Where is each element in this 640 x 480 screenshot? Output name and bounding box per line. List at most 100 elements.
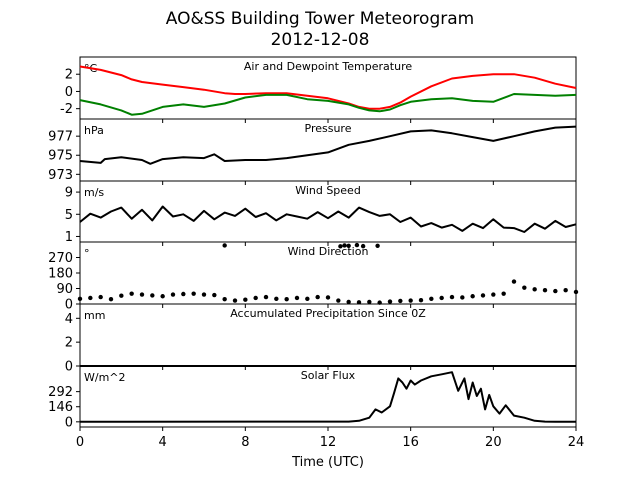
y-tick-label: 4 — [65, 312, 73, 327]
wind_speed-line — [79, 205, 577, 233]
wind-direction-point — [532, 287, 537, 292]
pressure-line — [79, 125, 577, 165]
wind-direction-point — [501, 291, 506, 296]
wind-direction-point — [542, 288, 548, 293]
panel-2: 973 975 977 Pressure hPa — [48, 118, 577, 185]
wind-direction-point — [342, 243, 347, 248]
y-tick-label: 292 — [48, 385, 73, 400]
wind-direction-point — [201, 292, 207, 297]
wind-direction-point — [336, 298, 341, 303]
panel-title: Wind Direction — [288, 245, 369, 258]
wind-direction-point — [170, 292, 176, 297]
panel-unit: ° — [84, 247, 90, 260]
wind-direction-point — [263, 294, 269, 300]
wind-direction-point — [449, 294, 455, 300]
panel-title: Air and Dewpoint Temperature — [244, 60, 412, 73]
wind-direction-point — [408, 298, 413, 303]
x-tick-label: 0 — [76, 435, 84, 450]
wind-direction-point — [511, 279, 517, 284]
y-tick-label: 975 — [48, 149, 73, 164]
y-tick-label: 0 — [65, 85, 73, 100]
x-axis-label: Time (UTC) — [291, 455, 364, 470]
wind-direction-point — [346, 299, 351, 305]
wind-direction-point — [253, 295, 258, 301]
wind-direction-point — [491, 292, 496, 297]
y-tick-label: -2 — [60, 102, 73, 117]
panel-title: Pressure — [305, 122, 352, 135]
y-tick-label: 0 — [65, 360, 73, 375]
y-tick-label: 0 — [65, 298, 73, 313]
panel-title: Wind Speed — [295, 184, 361, 197]
wind-direction-point — [563, 288, 568, 293]
y-tick-label: 180 — [48, 267, 73, 282]
x-tick-label: 24 — [568, 435, 585, 450]
wind-direction-point — [480, 293, 486, 298]
wind-direction-point — [88, 295, 93, 301]
wind-direction-point — [243, 297, 248, 302]
y-tick-label: 0 — [65, 415, 73, 430]
wind-direction-point — [398, 298, 403, 304]
y-tick-label: 977 — [48, 130, 73, 145]
wind-direction-point — [315, 294, 320, 300]
wind-direction-point — [212, 292, 217, 298]
wind-direction-point — [367, 299, 372, 305]
y-tick-label: 2 — [65, 336, 73, 351]
wind-direction-point — [284, 296, 289, 302]
wind-direction-point — [470, 294, 475, 299]
wind-direction-point — [119, 293, 124, 298]
wind-direction-point — [108, 296, 114, 302]
dewpoint-line — [79, 93, 577, 116]
wind-direction-point — [274, 296, 279, 302]
figure-title: AO&SS Building Tower Meteorogram — [166, 9, 474, 29]
y-tick-label: 973 — [48, 168, 73, 183]
wind-direction-point — [232, 298, 238, 303]
x-tick-label: 4 — [159, 435, 167, 450]
y-tick-label: 1 — [65, 230, 73, 245]
wind-direction-point — [139, 292, 145, 297]
wind-direction-point — [98, 294, 103, 300]
wind-direction-point — [573, 289, 579, 295]
wind-direction-point — [181, 291, 186, 297]
wind-direction-point — [150, 293, 155, 298]
wind-direction-point — [387, 299, 393, 304]
wind-direction-point — [354, 242, 360, 248]
wind-direction-point — [325, 295, 331, 300]
wind-direction-point — [129, 291, 134, 296]
wind-direction-point — [346, 243, 351, 248]
solar_flux-line — [79, 371, 576, 423]
panel-title: Accumulated Precipitation Since 0Z — [230, 307, 426, 320]
wind-direction-point — [429, 296, 434, 302]
wind-direction-point — [222, 296, 227, 302]
y-tick-label: 270 — [48, 251, 73, 266]
wind-direction-point — [460, 295, 465, 300]
wind-direction-point — [553, 288, 558, 294]
y-tick-label: 9 — [65, 186, 73, 201]
panel-unit: W/m^2 — [84, 371, 126, 384]
x-tick-label: 16 — [402, 435, 419, 450]
panel-unit: hPa — [84, 124, 104, 137]
wind-direction-point — [294, 295, 300, 301]
panel-3: 1 5 9 Wind Speed m/s — [65, 180, 577, 246]
wind-direction-point — [160, 294, 165, 299]
wind-direction-point — [360, 243, 366, 249]
wind-direction-point — [418, 298, 424, 303]
wind-direction-point — [439, 295, 444, 301]
y-tick-label: 90 — [56, 282, 73, 297]
panel-unit: mm — [84, 309, 105, 322]
wind-direction-point — [222, 243, 227, 248]
x-tick-label: 20 — [485, 435, 502, 450]
y-tick-label: 146 — [48, 400, 73, 415]
wind-direction-point — [356, 300, 362, 305]
panel-5: 0 2 4 Accumulated Precipitation Since 0Z mm — [65, 303, 577, 375]
figure-date: 2012-12-08 — [271, 30, 370, 50]
wind-direction-point — [191, 291, 196, 296]
x-tick-label: 12 — [320, 435, 337, 450]
panel-unit: m/s — [84, 186, 104, 199]
panel-title: Solar Flux — [301, 369, 356, 382]
wind-direction-point — [305, 296, 310, 302]
wind-direction-point — [375, 243, 380, 248]
